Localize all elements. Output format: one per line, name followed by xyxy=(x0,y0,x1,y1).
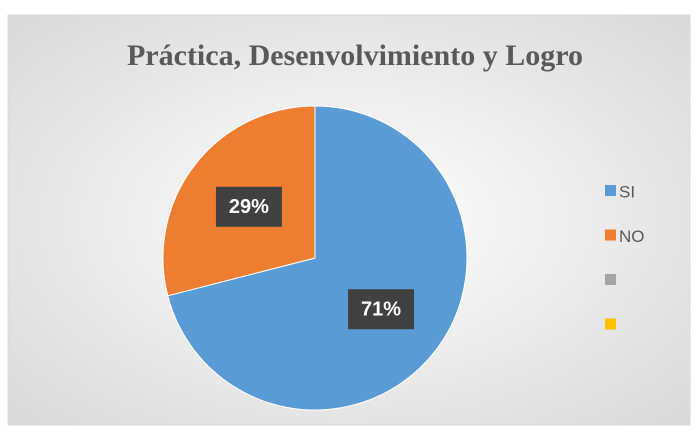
legend-label: SI xyxy=(619,182,635,201)
data-label: 29% xyxy=(229,196,269,218)
data-label-box xyxy=(215,186,282,227)
legend-label: NO xyxy=(619,227,645,246)
legend-swatch xyxy=(605,318,616,330)
chart-title: Práctica, Desenvolvimiento y Logro xyxy=(127,39,583,72)
legend-swatch xyxy=(605,185,616,196)
data-label-box xyxy=(348,289,415,330)
legend-swatch xyxy=(605,274,616,285)
legend-swatch xyxy=(605,229,616,241)
data-label: 71% xyxy=(361,299,401,321)
pie-slice xyxy=(167,105,468,411)
